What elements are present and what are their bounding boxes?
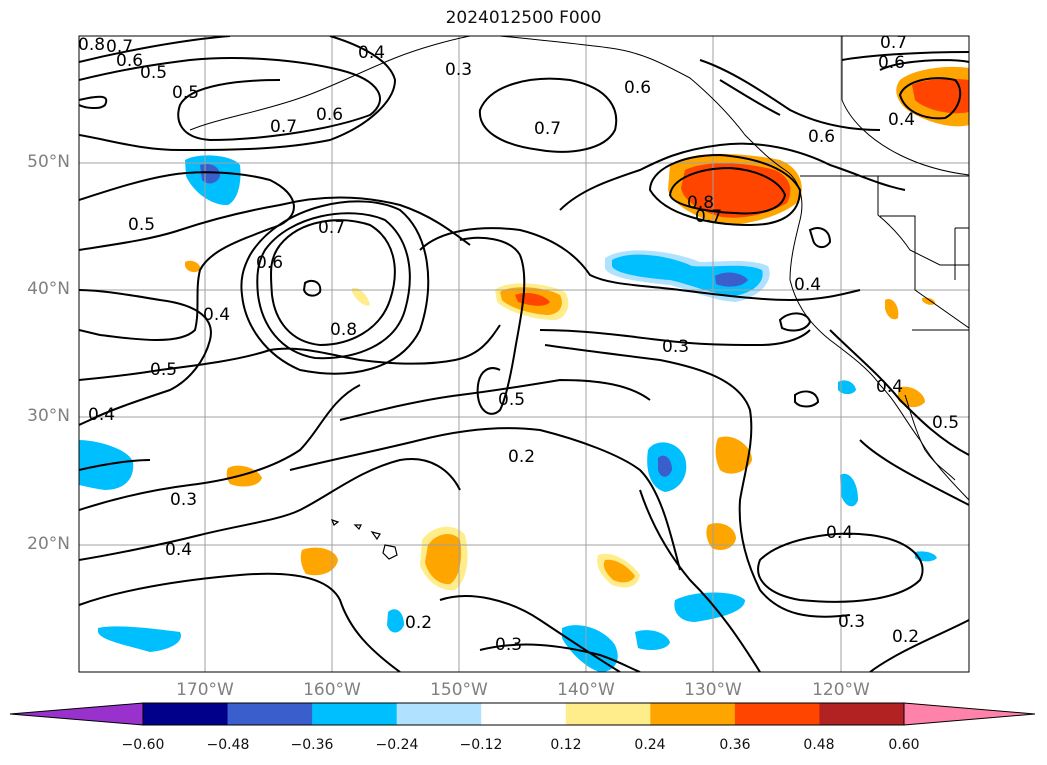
contour-label: 0.4	[203, 305, 230, 325]
contour-label: 0.7	[534, 119, 561, 139]
colorbar-tick-label: 0.12	[550, 737, 582, 753]
contour-label: 0.6	[316, 105, 343, 125]
lon-label-150w: 150°W	[430, 680, 488, 700]
contour-label: 0.3	[662, 337, 689, 357]
colorbar-extend-high	[904, 703, 1035, 725]
contour-label: 0.6	[116, 51, 143, 71]
colorbar	[9, 702, 1036, 726]
contour-label: 0.4	[888, 110, 915, 130]
colorbar-tick-label: 0.24	[634, 737, 666, 753]
contour-label: 0.4	[794, 275, 821, 295]
contour-label: 0.8	[687, 193, 714, 213]
lat-label-40: 40°N	[27, 279, 70, 299]
contour-label: 0.3	[445, 60, 472, 80]
contour-label: 0.3	[495, 635, 522, 655]
contour-label: 0.5	[140, 63, 167, 83]
contour-label: 0.8	[330, 320, 357, 340]
contour-labels: 0.8 0.7 0.6 0.5 0.5 0.4 0.3 0.7 0.6 0.6 …	[78, 33, 959, 655]
colorbar-cell	[312, 703, 398, 725]
contour-label: 0.3	[838, 612, 865, 632]
contour-label: 0.2	[405, 613, 432, 633]
contour-label: 0.7	[880, 33, 907, 53]
coastlines	[189, 36, 969, 501]
map-area: 0.8 0.7 0.6 0.5 0.5 0.4 0.3 0.7 0.6 0.6 …	[78, 33, 969, 672]
contour-label: 0.2	[892, 627, 919, 647]
contour-label: 0.6	[808, 127, 835, 147]
contour-label: 0.6	[878, 53, 905, 73]
lat-label-20: 20°N	[27, 534, 70, 554]
contour-label: 0.5	[172, 83, 199, 103]
map-title: 2024012500 F000	[445, 8, 602, 28]
contour-label: 0.3	[170, 490, 197, 510]
colorbar-tick-label: 0.60	[888, 737, 920, 753]
colorbar-tick-label: −0.12	[459, 737, 503, 753]
colorbar-tick-label: −0.36	[290, 737, 334, 753]
colorbar-tick-label: −0.24	[375, 737, 419, 753]
lat-label-30: 30°N	[27, 406, 70, 426]
negative-anomaly-south-2	[674, 592, 745, 622]
contour-label: 0.8	[78, 35, 105, 55]
contour-label: 0.5	[498, 390, 525, 410]
colorbar-tick-label: −0.60	[121, 737, 165, 753]
lat-label-50: 50°N	[27, 152, 70, 172]
lon-label-130w: 130°W	[684, 680, 742, 700]
hawaii-islands	[330, 519, 398, 560]
contour-label: 0.4	[358, 43, 385, 63]
contour-label: 0.4	[165, 540, 192, 560]
lon-label-120w: 120°W	[812, 680, 870, 700]
lon-label-160w: 160°W	[303, 680, 361, 700]
lon-label-140w: 140°W	[557, 680, 615, 700]
contour-label: 0.5	[932, 413, 959, 433]
contour-label: 0.4	[88, 405, 115, 425]
colorbar-cell	[734, 703, 820, 725]
contour-label: 0.6	[624, 78, 651, 98]
contour-label: 0.2	[508, 447, 535, 467]
colorbar-cell	[565, 703, 651, 725]
colorbar-cell	[819, 703, 905, 725]
colorbar-extend-low	[10, 703, 143, 725]
contour-label: 0.7	[695, 207, 722, 227]
contour-label: 0.4	[876, 377, 903, 397]
contour-label: 0.5	[150, 360, 177, 380]
contour-label: 0.7	[318, 218, 345, 238]
contour-label: 0.4	[826, 523, 853, 543]
contour-label: 0.5	[128, 215, 155, 235]
colorbar-cell	[481, 703, 567, 725]
map-frame	[78, 35, 970, 673]
colorbar-tick-label: 0.48	[803, 737, 835, 753]
lon-label-170w: 170°W	[176, 680, 234, 700]
contour-lines	[79, 36, 969, 672]
contour-label: 0.7	[270, 117, 297, 137]
negative-anomaly-south-1	[562, 625, 618, 672]
colorbar-cell	[143, 703, 229, 725]
colorbar-tick-label: 0.36	[719, 737, 751, 753]
colorbar-tick-label: −0.48	[206, 737, 250, 753]
colorbar-cell	[650, 703, 736, 725]
contour-label: 0.6	[256, 253, 283, 273]
contour-label: 0.7	[106, 37, 133, 57]
negative-anomaly-south-3	[98, 626, 181, 652]
colorbar-cell	[227, 703, 313, 725]
colorbar-cell	[396, 703, 482, 725]
